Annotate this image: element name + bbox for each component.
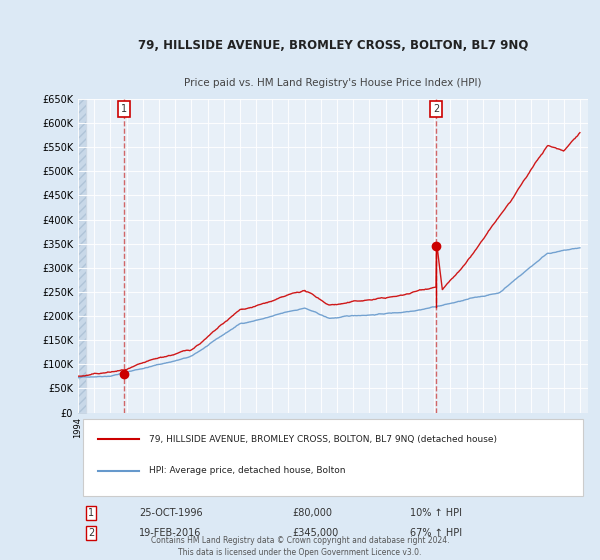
Text: Price paid vs. HM Land Registry's House Price Index (HPI): Price paid vs. HM Land Registry's House … [184, 78, 482, 88]
Text: 2: 2 [88, 528, 94, 538]
Text: £80,000: £80,000 [292, 508, 332, 518]
Text: 25-OCT-1996: 25-OCT-1996 [139, 508, 203, 518]
Text: 79, HILLSIDE AVENUE, BROMLEY CROSS, BOLTON, BL7 9NQ: 79, HILLSIDE AVENUE, BROMLEY CROSS, BOLT… [138, 39, 528, 52]
Text: 67% ↑ HPI: 67% ↑ HPI [409, 528, 461, 538]
Text: 10% ↑ HPI: 10% ↑ HPI [409, 508, 461, 518]
Text: 19-FEB-2016: 19-FEB-2016 [139, 528, 202, 538]
Text: Contains HM Land Registry data © Crown copyright and database right 2024.
This d: Contains HM Land Registry data © Crown c… [151, 536, 449, 557]
Text: HPI: Average price, detached house, Bolton: HPI: Average price, detached house, Bolt… [149, 466, 346, 475]
Bar [78, 99, 86, 413]
Text: 1: 1 [88, 508, 94, 518]
Text: 2: 2 [433, 104, 439, 114]
Text: £345,000: £345,000 [292, 528, 338, 538]
Text: 1: 1 [121, 104, 127, 114]
Text: 79, HILLSIDE AVENUE, BROMLEY CROSS, BOLTON, BL7 9NQ (detached house): 79, HILLSIDE AVENUE, BROMLEY CROSS, BOLT… [149, 435, 497, 444]
FancyBboxPatch shape [83, 419, 583, 496]
